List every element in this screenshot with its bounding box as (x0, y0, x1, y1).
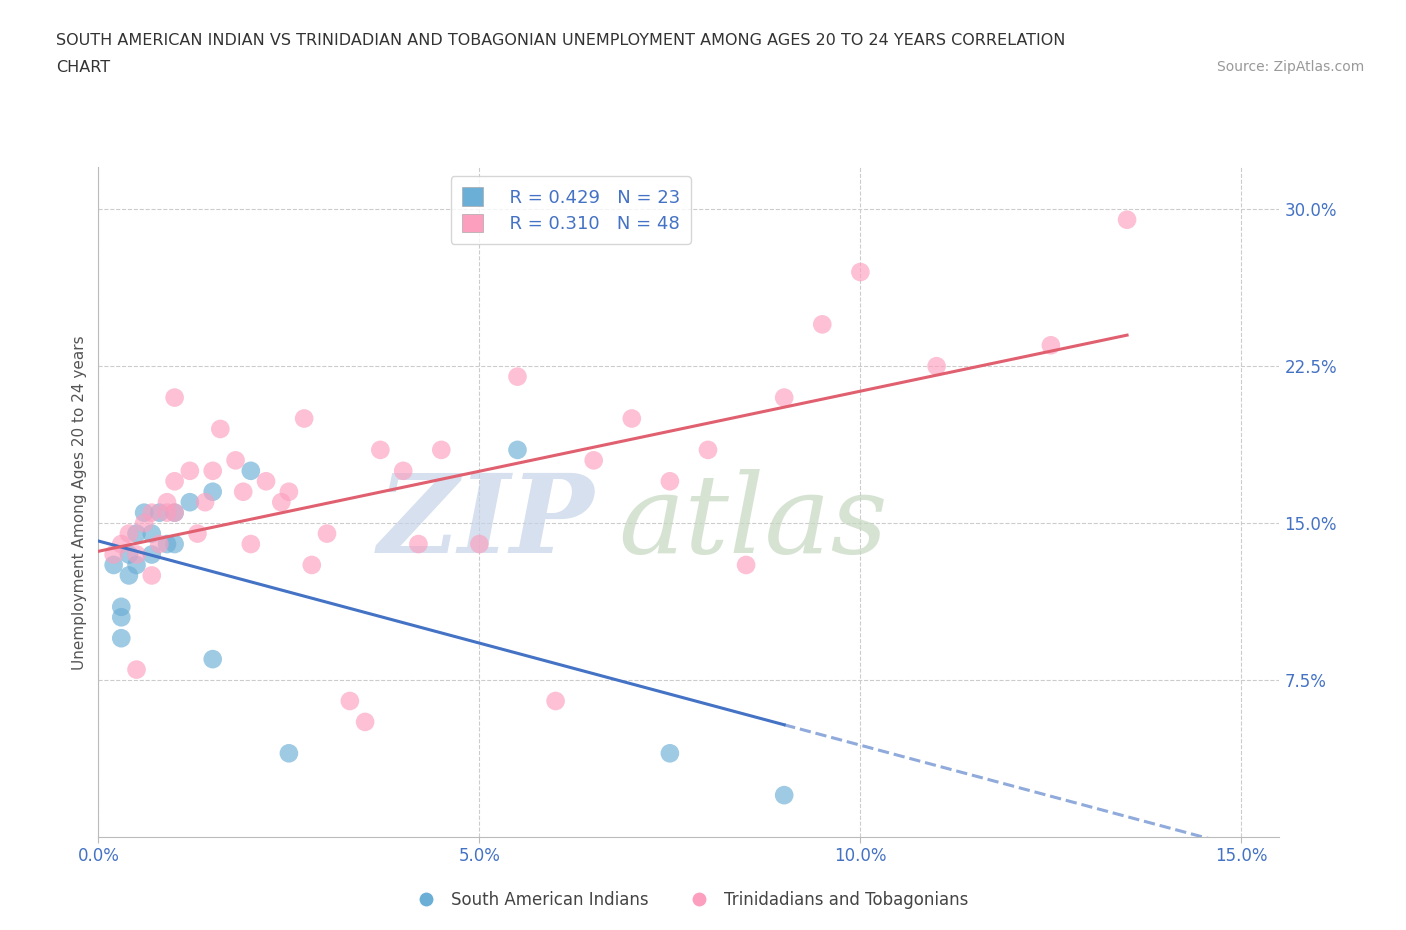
Text: ZIP: ZIP (378, 469, 595, 576)
Point (301, 558, 323, 573)
Point (658, 474, 681, 489)
Point (370, 443, 392, 458)
Point (658, 746, 681, 761)
Point (110, 631, 132, 645)
Point (620, 411, 643, 426)
Point (141, 505, 163, 520)
Point (1039, 338, 1062, 352)
Text: Source: ZipAtlas.com: Source: ZipAtlas.com (1216, 60, 1364, 74)
Point (254, 474, 277, 489)
Point (506, 443, 529, 458)
Point (232, 485, 254, 499)
Point (239, 537, 262, 551)
Point (277, 485, 299, 499)
Point (118, 568, 141, 583)
Point (125, 662, 148, 677)
Point (292, 411, 315, 426)
Point (506, 369, 529, 384)
Point (544, 694, 567, 709)
Point (392, 463, 415, 478)
Point (163, 505, 186, 520)
Point (141, 526, 163, 541)
Point (125, 526, 148, 541)
Point (354, 714, 377, 729)
Point (148, 537, 170, 551)
Point (110, 537, 132, 551)
Point (209, 421, 232, 436)
Y-axis label: Unemployment Among Ages 20 to 24 years: Unemployment Among Ages 20 to 24 years (72, 335, 87, 670)
Point (239, 463, 262, 478)
Point (163, 391, 186, 405)
Point (201, 485, 224, 499)
Point (582, 453, 605, 468)
Point (316, 526, 339, 541)
Point (773, 788, 796, 803)
Point (468, 537, 491, 551)
Point (339, 694, 361, 709)
Point (186, 526, 208, 541)
Point (201, 652, 224, 667)
Point (125, 558, 148, 573)
Point (134, 505, 156, 520)
Point (163, 474, 186, 489)
Point (811, 317, 834, 332)
Point (408, 537, 430, 551)
Point (277, 746, 299, 761)
Point (141, 568, 163, 583)
Point (103, 547, 125, 562)
Text: CHART: CHART (56, 60, 110, 75)
Point (1116, 212, 1139, 227)
Point (163, 537, 186, 551)
Point (118, 547, 141, 562)
Point (156, 537, 179, 551)
Point (201, 463, 224, 478)
Point (430, 443, 453, 458)
Point (163, 505, 186, 520)
Point (125, 547, 148, 562)
Point (110, 610, 132, 625)
Point (118, 526, 141, 541)
Point (697, 443, 720, 458)
Point (179, 463, 201, 478)
Text: atlas: atlas (619, 469, 887, 576)
Point (141, 547, 163, 562)
Point (925, 359, 948, 374)
Point (156, 495, 179, 510)
Point (735, 558, 758, 573)
Point (849, 265, 872, 280)
Point (194, 495, 217, 510)
Point (148, 505, 170, 520)
Point (270, 495, 292, 510)
Point (103, 558, 125, 573)
Text: SOUTH AMERICAN INDIAN VS TRINIDADIAN AND TOBAGONIAN UNEMPLOYMENT AMONG AGES 20 T: SOUTH AMERICAN INDIAN VS TRINIDADIAN AND… (56, 33, 1066, 47)
Point (773, 391, 796, 405)
Point (110, 600, 132, 615)
Legend: South American Indians, Trinidadians and Tobagonians: South American Indians, Trinidadians and… (404, 884, 974, 916)
Point (225, 453, 247, 468)
Point (134, 516, 156, 531)
Point (156, 505, 179, 520)
Point (179, 495, 201, 510)
